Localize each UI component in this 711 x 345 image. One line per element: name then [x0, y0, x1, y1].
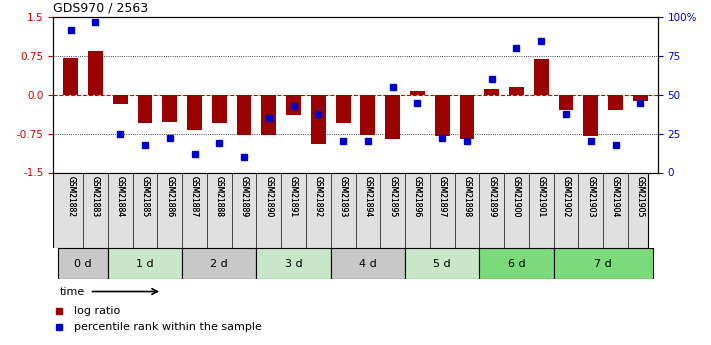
Bar — [534, 59, 549, 95]
Text: GSM21889: GSM21889 — [240, 176, 249, 217]
Text: GSM21891: GSM21891 — [289, 176, 298, 217]
Bar — [286, 95, 301, 115]
Bar — [554, 248, 653, 279]
Bar — [162, 95, 177, 122]
Bar — [336, 95, 351, 124]
Bar — [262, 95, 277, 135]
Text: GSM21886: GSM21886 — [165, 176, 174, 217]
Bar — [311, 95, 326, 144]
Text: 5 d: 5 d — [434, 259, 451, 269]
Text: 3 d: 3 d — [285, 259, 302, 269]
Bar — [484, 89, 499, 95]
Bar — [212, 95, 227, 124]
Text: GSM21904: GSM21904 — [611, 176, 620, 218]
Text: GSM21886: GSM21886 — [165, 176, 174, 217]
FancyBboxPatch shape — [53, 172, 648, 248]
Text: GSM21893: GSM21893 — [338, 176, 348, 218]
Text: GSM21888: GSM21888 — [215, 176, 224, 217]
Text: GSM21887: GSM21887 — [190, 176, 199, 217]
Bar — [479, 248, 554, 279]
Text: GSM21882: GSM21882 — [66, 176, 75, 217]
Text: GSM21890: GSM21890 — [264, 176, 273, 218]
Text: GSM21903: GSM21903 — [587, 176, 595, 218]
Bar — [410, 91, 425, 95]
Text: GSM21882: GSM21882 — [66, 176, 75, 217]
Text: GSM21894: GSM21894 — [363, 176, 373, 218]
Text: time: time — [60, 287, 85, 296]
Text: GSM21900: GSM21900 — [512, 176, 521, 218]
Text: GSM21899: GSM21899 — [487, 176, 496, 218]
Bar — [385, 95, 400, 139]
Text: percentile rank within the sample: percentile rank within the sample — [75, 322, 262, 332]
Text: GSM21891: GSM21891 — [289, 176, 298, 217]
Text: 4 d: 4 d — [359, 259, 377, 269]
Text: GSM21902: GSM21902 — [562, 176, 570, 218]
Text: GSM21895: GSM21895 — [388, 176, 397, 218]
Bar — [331, 248, 405, 279]
Text: GSM21905: GSM21905 — [636, 176, 645, 218]
Text: GSM21887: GSM21887 — [190, 176, 199, 217]
Text: GSM21898: GSM21898 — [462, 176, 471, 217]
Text: GSM21901: GSM21901 — [537, 176, 546, 218]
Text: GSM21897: GSM21897 — [438, 176, 447, 218]
Text: GSM21897: GSM21897 — [438, 176, 447, 218]
Bar — [58, 248, 108, 279]
Text: GSM21899: GSM21899 — [487, 176, 496, 218]
Bar — [608, 95, 623, 110]
Text: GSM21892: GSM21892 — [314, 176, 323, 217]
Text: 6 d: 6 d — [508, 259, 525, 269]
Text: GSM21904: GSM21904 — [611, 176, 620, 218]
Text: GDS970 / 2563: GDS970 / 2563 — [53, 1, 149, 14]
Text: GSM21901: GSM21901 — [537, 176, 546, 218]
Text: GSM21896: GSM21896 — [413, 176, 422, 218]
Text: GSM21902: GSM21902 — [562, 176, 570, 218]
Bar — [583, 95, 598, 136]
Text: GSM21898: GSM21898 — [462, 176, 471, 217]
Bar — [187, 95, 202, 130]
Bar — [257, 248, 331, 279]
Bar — [509, 87, 524, 95]
Text: GSM21903: GSM21903 — [587, 176, 595, 218]
Text: GSM21905: GSM21905 — [636, 176, 645, 218]
Text: GSM21890: GSM21890 — [264, 176, 273, 218]
Text: GSM21892: GSM21892 — [314, 176, 323, 217]
Text: GSM21883: GSM21883 — [91, 176, 100, 217]
Text: 0 d: 0 d — [74, 259, 92, 269]
Text: GSM21895: GSM21895 — [388, 176, 397, 218]
Text: GSM21894: GSM21894 — [363, 176, 373, 218]
Text: GSM21885: GSM21885 — [141, 176, 149, 217]
Bar — [459, 95, 474, 139]
Bar — [360, 95, 375, 135]
Text: GSM21896: GSM21896 — [413, 176, 422, 218]
Bar — [108, 248, 182, 279]
Text: GSM21889: GSM21889 — [240, 176, 249, 217]
Bar — [633, 95, 648, 101]
Text: GSM21888: GSM21888 — [215, 176, 224, 217]
Bar — [434, 95, 449, 136]
Bar — [63, 58, 78, 95]
Text: 1 d: 1 d — [136, 259, 154, 269]
Text: GSM21885: GSM21885 — [141, 176, 149, 217]
Text: GSM21893: GSM21893 — [338, 176, 348, 218]
Bar — [113, 95, 128, 104]
Text: 2 d: 2 d — [210, 259, 228, 269]
Text: GSM21883: GSM21883 — [91, 176, 100, 217]
Bar — [137, 95, 152, 124]
Text: GSM21900: GSM21900 — [512, 176, 521, 218]
Text: GSM21884: GSM21884 — [116, 176, 124, 217]
Text: log ratio: log ratio — [75, 306, 121, 316]
Bar — [405, 248, 479, 279]
Bar — [182, 248, 257, 279]
Text: 7 d: 7 d — [594, 259, 612, 269]
Bar — [559, 95, 574, 110]
Bar — [88, 51, 103, 95]
Bar — [237, 95, 252, 135]
Text: GSM21884: GSM21884 — [116, 176, 124, 217]
